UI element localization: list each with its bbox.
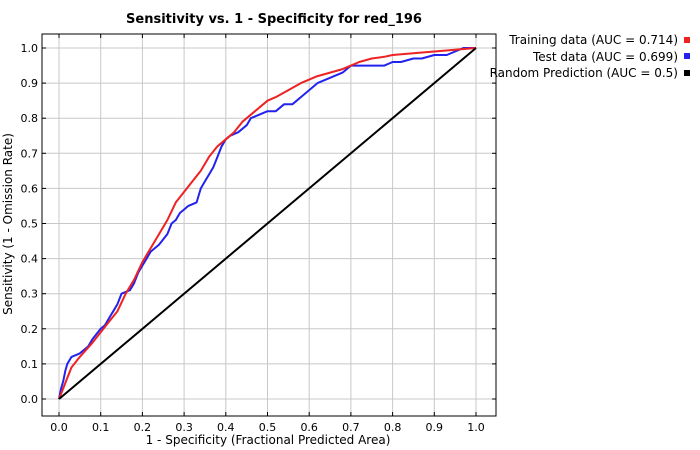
y-tick-label: 0.4 (21, 253, 39, 266)
random-prediction-line (58, 47, 477, 400)
x-tick-label: 0.2 (134, 421, 152, 434)
x-tick-label: 0.4 (217, 421, 235, 434)
chart-title: Sensitivity vs. 1 - Specificity for red_… (126, 12, 422, 27)
legend-label-test: Test data (AUC = 0.699) (532, 49, 678, 64)
legend-item-training: Training data (AUC = 0.714) (490, 32, 690, 49)
legend-item-test: Test data (AUC = 0.699) (490, 49, 690, 66)
y-tick-label: 0.9 (21, 77, 39, 90)
legend-item-random: Random Prediction (AUC = 0.5) (490, 65, 690, 82)
y-tick-label: 0.3 (21, 288, 39, 301)
x-tick-label: 0.0 (50, 421, 68, 434)
x-axis-label: 1 - Specificity (Fractional Predicted Ar… (146, 433, 391, 447)
x-tick-label: 1.0 (467, 421, 485, 434)
x-tick-label: 0.1 (92, 421, 110, 434)
y-tick-label: 0.0 (21, 393, 39, 406)
legend-swatch-test (684, 53, 690, 59)
training-data-line (58, 47, 477, 400)
x-tick-label: 0.8 (384, 421, 402, 434)
axis-ticks: 0.0 0.1 0.2 0.3 0.4 0.5 0.6 0.7 0.8 0.9 1.0 0.0 0.1 0… (21, 34, 496, 434)
legend-swatch-training (684, 36, 690, 43)
legend-label-random: Random Prediction (AUC = 0.5) (489, 66, 678, 80)
y-axis-label: Sensitivity (1 - Omission Rate) (1, 133, 15, 315)
x-tick-label: 0.3 (175, 421, 193, 434)
test-data-line (58, 47, 476, 400)
y-tick-label: 1.0 (21, 42, 39, 55)
y-tick-label: 0.8 (21, 112, 39, 125)
y-tick-label: 0.6 (21, 182, 39, 195)
y-tick-label: 0.7 (21, 147, 39, 160)
legend: Training data (AUC = 0.714) Test data (A… (490, 32, 690, 82)
y-tick-label: 0.2 (21, 323, 39, 336)
legend-swatch-random (684, 69, 690, 76)
legend-label-training: Training data (AUC = 0.714) (509, 33, 678, 47)
x-tick-label: 0.6 (300, 421, 318, 434)
y-tick-label: 0.5 (21, 218, 39, 231)
x-tick-label: 0.7 (342, 421, 360, 434)
y-tick-label: 0.1 (21, 358, 39, 371)
x-tick-label: 0.9 (426, 421, 444, 434)
x-tick-label: 0.5 (259, 421, 277, 434)
series-lines (58, 47, 477, 400)
grid-lines (42, 34, 496, 416)
plot-frame (41, 33, 497, 417)
